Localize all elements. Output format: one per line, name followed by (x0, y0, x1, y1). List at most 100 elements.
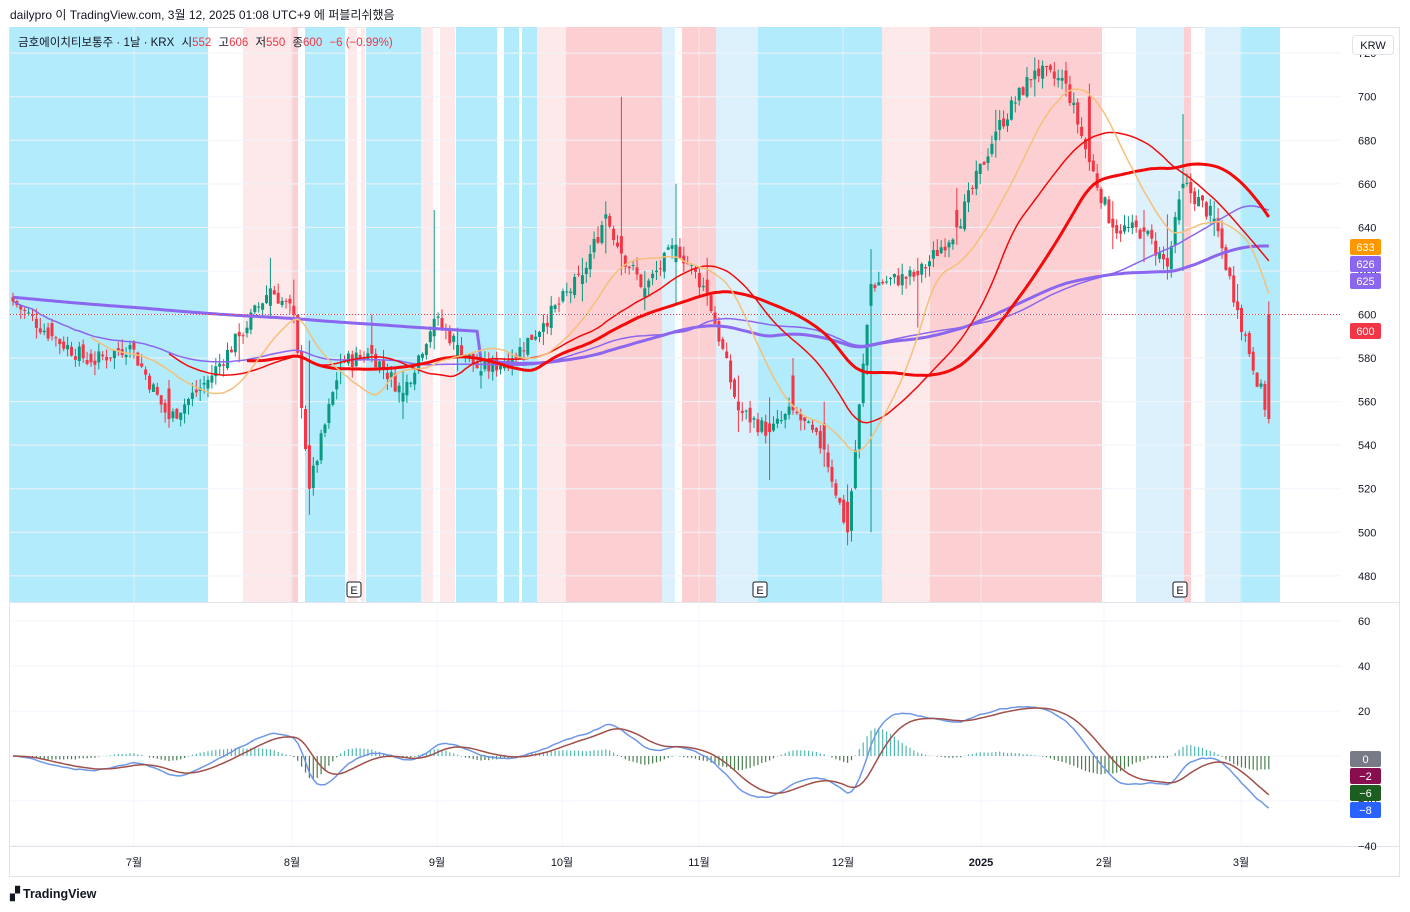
candle-body (27, 312, 31, 314)
candle-body (401, 392, 405, 402)
candle-body (163, 403, 167, 413)
candle-body (561, 291, 565, 302)
candle-body (190, 392, 194, 399)
candle-body (101, 354, 105, 357)
time-tick-label: 11월 (688, 856, 710, 869)
price-tick-label: 480 (1358, 571, 1376, 583)
candle-body (210, 375, 214, 383)
candle-body (538, 331, 541, 337)
low-label: 저 (255, 37, 267, 49)
price-tag-600-bg (1350, 323, 1381, 339)
macd-tag-0: 0 (1350, 751, 1381, 767)
candle-body (448, 329, 452, 344)
candle-body (237, 331, 241, 337)
candle-body (1232, 275, 1236, 303)
candle-body (869, 284, 873, 306)
candle-body (510, 358, 514, 363)
candle-body (873, 284, 877, 289)
candle-body (112, 350, 116, 359)
candle-body (885, 281, 889, 283)
candle-body (89, 353, 93, 363)
candle-body (19, 305, 23, 310)
candle-body (1185, 182, 1189, 184)
candle-body (1228, 267, 1232, 277)
earnings-label: E (350, 585, 357, 597)
candle-body (651, 273, 655, 279)
candle-body (148, 375, 151, 390)
macd-tick-label: 60 (1358, 616, 1370, 628)
candle-body (374, 353, 378, 368)
candle-body (643, 288, 647, 298)
candle-body (440, 318, 444, 329)
candle-body (456, 344, 460, 359)
candle-body (362, 357, 366, 361)
publish-header-text: dailypro 이 TradingView.com, 3월 12, 2025 … (10, 8, 395, 22)
candle-body (358, 354, 362, 358)
change-value: −6 (−0.99%) (329, 37, 393, 49)
candle-body (522, 350, 526, 352)
price-tick-label: 600 (1358, 310, 1376, 322)
grid-lines (10, 27, 1400, 847)
candle-body (1251, 351, 1255, 371)
candle-body (23, 309, 27, 311)
candle-body (1247, 333, 1251, 355)
candle-body (518, 347, 522, 359)
candle-body (132, 342, 136, 350)
price-tag-633-label: 633 (1356, 242, 1374, 254)
candle-body (744, 410, 748, 412)
candle-body (1138, 229, 1142, 239)
macd-tag-1-label: −2 (1359, 771, 1372, 783)
price-tag-626: 626 (1350, 256, 1381, 272)
candle-body (779, 420, 783, 422)
currency-button[interactable]: KRW (1352, 35, 1394, 55)
candle-body (733, 379, 736, 397)
candle-body (588, 253, 592, 270)
candle-body (307, 445, 311, 489)
candle-body (276, 292, 280, 304)
candle-body (904, 276, 908, 279)
ma-orange (90, 88, 1270, 453)
time-axis: 7월 8월 9월 10월 11월 12월 2025 2월 3월 (126, 856, 1249, 869)
candle-body (249, 312, 253, 330)
candle-body (436, 316, 440, 318)
time-tick-label: 2025 (969, 857, 993, 869)
price-tick-label: 660 (1358, 179, 1376, 191)
candle-body (1111, 218, 1115, 228)
candle-body (908, 270, 912, 277)
candle-body (292, 305, 296, 315)
candle-body (171, 411, 175, 419)
candle-body (1084, 139, 1087, 150)
candle-body (319, 433, 323, 461)
candle-body (460, 345, 463, 357)
candle-body (66, 344, 70, 350)
candle-body (857, 404, 861, 449)
price-tag-626-label: 626 (1356, 259, 1374, 271)
candle-body (34, 318, 38, 328)
candle-body (935, 249, 939, 257)
candle-body (479, 371, 483, 376)
candle-body (222, 364, 226, 366)
candle-body (764, 421, 768, 436)
price-tick-label: 580 (1358, 353, 1376, 365)
candle-body (397, 385, 401, 393)
candle-body (619, 236, 623, 254)
candle-body (378, 361, 382, 370)
price-tick-label: 560 (1358, 397, 1376, 409)
candle-body (1060, 77, 1064, 81)
candle-body (697, 273, 701, 288)
candle-body (327, 404, 331, 424)
candle-body (136, 352, 140, 366)
candle-body (978, 163, 982, 174)
candle-body (229, 349, 233, 353)
candle-body (616, 242, 619, 247)
candle-body (1236, 301, 1240, 311)
macd-line (12, 705, 1270, 809)
candle-body (226, 349, 229, 369)
macd-tag-3: −8 (1350, 802, 1381, 818)
tradingview-footer[interactable]: ▞ TradingView (10, 886, 96, 902)
macd-tick-label: −40 (1358, 841, 1377, 853)
symbol-name: 금호에이치티보통주 · 1날 · KRX (18, 37, 175, 49)
time-tick-label: 9월 (429, 856, 445, 869)
price-tag-625-bg (1350, 273, 1381, 289)
